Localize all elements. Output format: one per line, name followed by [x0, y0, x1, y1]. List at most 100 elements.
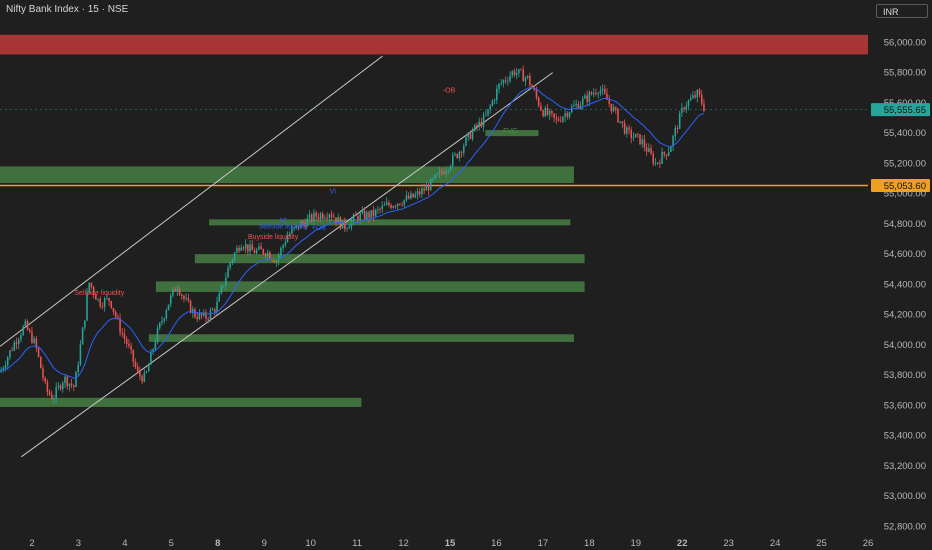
candle-body [2, 368, 5, 370]
candle-body [218, 293, 220, 302]
candle-body [249, 244, 251, 252]
candle-body [683, 107, 685, 110]
y-tick-label: 54,000.00 [884, 340, 926, 351]
candle-body [302, 221, 304, 223]
candle-body [169, 295, 172, 305]
candle-body [381, 205, 384, 209]
demand-zone [194, 254, 585, 264]
candle-body [288, 233, 291, 236]
candle-body [487, 109, 489, 116]
y-tick-label: 54,200.00 [884, 310, 926, 321]
candle-body [139, 371, 141, 377]
x-tick-label: 24 [770, 538, 781, 549]
candle-body [357, 216, 359, 221]
candle-body [178, 288, 181, 295]
candle-body [524, 77, 527, 82]
x-tick-label: 19 [630, 538, 641, 549]
candle-body [313, 212, 315, 222]
candle-body [240, 247, 243, 251]
candle-body [601, 88, 604, 91]
candle-body [306, 218, 309, 227]
candle-body [90, 282, 93, 288]
candle-body [438, 170, 441, 174]
candle-body [253, 250, 256, 254]
candle-body [194, 309, 196, 318]
candle-body [670, 146, 672, 152]
candle-body [555, 117, 558, 120]
candle-body [667, 151, 670, 156]
candle-body [143, 372, 146, 382]
candle-body [537, 97, 540, 106]
candles-layer [0, 65, 705, 404]
candle-body [130, 345, 132, 350]
channel-line [0, 55, 383, 347]
candle-body [485, 115, 487, 116]
candle-body [557, 119, 560, 121]
candle-body [423, 188, 425, 191]
candle-body [39, 356, 42, 369]
candle-body [211, 309, 214, 311]
candle-body [123, 333, 126, 339]
candle-body [654, 162, 657, 164]
candle-body [604, 88, 606, 94]
candle-body [6, 357, 9, 366]
candle-body [101, 306, 104, 308]
chart-title: Nifty Bank Index · 15 · NSE [6, 4, 129, 15]
y-tick-label: 56,000.00 [884, 37, 926, 48]
candle-body [584, 95, 586, 99]
x-tick-label: 23 [723, 538, 734, 549]
candle-body [203, 312, 205, 316]
y-tick-label: 55,400.00 [884, 128, 926, 139]
candle-body [533, 88, 536, 91]
candle-body [458, 151, 461, 159]
candle-body [242, 247, 245, 249]
candle-body [13, 342, 16, 351]
candle-body [573, 105, 575, 107]
candle-body [520, 69, 522, 71]
x-tick-label: 16 [491, 538, 502, 549]
candle-body [410, 193, 412, 199]
candle-body [236, 247, 238, 253]
candle-body [388, 202, 390, 206]
candle-body [341, 220, 344, 229]
candle-body [321, 213, 324, 219]
y-tick-label: 54,600.00 [884, 249, 926, 260]
candle-body [405, 195, 408, 200]
candle-body [222, 285, 225, 287]
candle-body [425, 185, 428, 191]
x-tick-label: 3 [76, 538, 81, 549]
candle-body [295, 225, 298, 228]
candle-body [46, 381, 49, 392]
ema-line [1, 87, 704, 379]
candle-body [412, 193, 414, 198]
candle-body [264, 253, 267, 256]
candle-body [55, 387, 57, 399]
candle-body [493, 100, 496, 101]
candle-body [299, 221, 302, 229]
zones-layer [0, 34, 868, 407]
candle-body [562, 116, 564, 122]
demand-zone [0, 397, 362, 407]
demand-zone [209, 219, 571, 226]
currency-selector[interactable]: INR [876, 4, 928, 18]
candle-body [112, 308, 115, 312]
candle-body [372, 210, 375, 216]
candle-body [436, 173, 439, 175]
candle-body [227, 267, 229, 278]
candle-body [513, 71, 516, 75]
y-tick-label: 53,000.00 [884, 491, 926, 502]
candle-body [284, 242, 287, 246]
demand-zone [148, 334, 574, 342]
candle-body [229, 262, 232, 268]
candle-body [282, 245, 284, 248]
current-price-tag-bg [871, 103, 930, 117]
x-tick-label: 8 [215, 538, 220, 549]
candle-body [581, 98, 584, 105]
candle-body [110, 301, 113, 309]
candle-body [266, 252, 269, 256]
candle-body [637, 133, 639, 135]
candle-body [134, 361, 137, 367]
candle-body [509, 75, 511, 81]
